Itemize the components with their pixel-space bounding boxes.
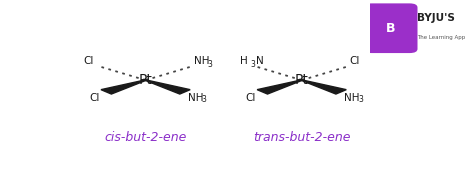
Polygon shape [301, 80, 346, 94]
Text: BYJU'S: BYJU'S [418, 13, 456, 23]
Text: NH: NH [188, 93, 203, 103]
Text: Cl: Cl [350, 56, 360, 66]
Text: B: B [386, 22, 395, 35]
Text: N: N [256, 56, 264, 66]
Text: 3: 3 [358, 95, 363, 104]
Text: H: H [240, 56, 248, 66]
Polygon shape [145, 80, 190, 94]
Text: Pt: Pt [295, 73, 309, 87]
Polygon shape [101, 80, 146, 94]
Text: NH: NH [193, 56, 209, 66]
Text: trans-but-2-ene: trans-but-2-ene [253, 131, 350, 144]
Text: Cl: Cl [89, 93, 100, 103]
FancyBboxPatch shape [364, 3, 418, 53]
Text: cis-but-2-ene: cis-but-2-ene [104, 131, 187, 144]
Text: Pt: Pt [138, 73, 153, 87]
Polygon shape [257, 80, 302, 94]
Text: Cl: Cl [83, 56, 94, 66]
Text: The Learning App: The Learning App [418, 35, 466, 40]
Text: 3: 3 [250, 61, 255, 69]
Text: Cl: Cl [246, 93, 255, 103]
Text: 3: 3 [202, 95, 207, 104]
Text: NH: NH [344, 93, 360, 103]
Text: 3: 3 [208, 60, 212, 69]
